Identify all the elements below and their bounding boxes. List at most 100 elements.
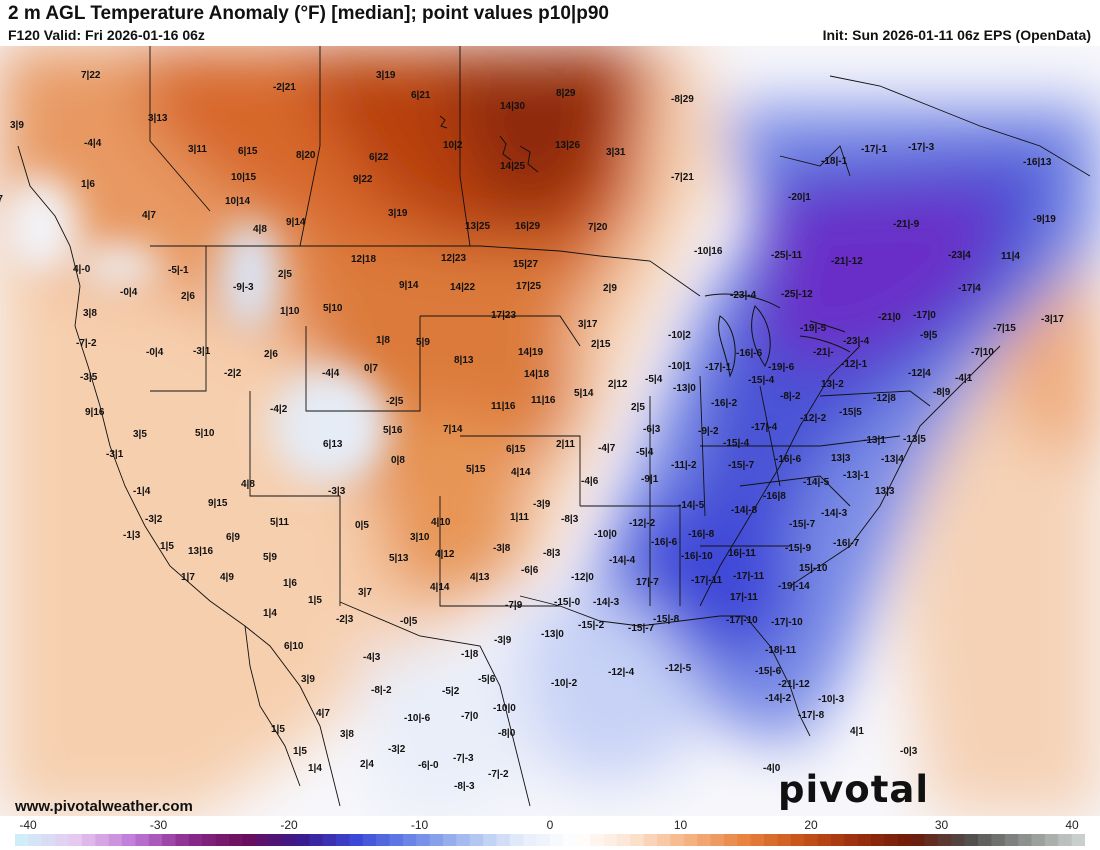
point-value-label: 1|6 <box>283 578 297 589</box>
color-scale-swatch <box>362 834 377 846</box>
point-value-label: -2|5 <box>386 396 404 407</box>
color-scale-tick-label: -40 <box>19 818 37 832</box>
point-value-label: 4|1 <box>850 726 864 737</box>
point-value-label: 3|8 <box>83 308 97 319</box>
color-scale-swatch <box>336 834 350 846</box>
color-scale-swatch <box>590 834 605 846</box>
point-value-label: 10|2 <box>443 140 463 151</box>
point-value-label: 0|7 <box>364 363 378 374</box>
point-value-label: -14|-5 <box>678 500 705 511</box>
point-value-label: -16|-6 <box>775 454 802 465</box>
point-value-label: -6|6 <box>521 565 539 576</box>
point-value-label: 3|17 <box>578 319 598 330</box>
point-value-label: -20|1 <box>788 192 811 203</box>
point-value-label: 13|3 <box>875 486 895 497</box>
point-value-label: -13|0 <box>673 383 696 394</box>
point-value-label: -10|16 <box>694 246 723 257</box>
color-scale-swatch <box>1004 834 1019 846</box>
point-value-label: 3|31 <box>606 147 626 158</box>
point-value-label: -7|0 <box>461 711 479 722</box>
color-scale-swatch <box>28 834 43 846</box>
point-value-label: 6|10 <box>284 641 304 652</box>
point-value-label: 2|11 <box>556 439 575 450</box>
color-scale-swatch <box>857 834 872 846</box>
point-value-label: -10|0 <box>493 703 516 714</box>
point-value-label: -3|9 <box>533 499 551 510</box>
point-value-label: 17|-11 <box>730 592 758 603</box>
point-value-label: 13|25 <box>465 221 491 232</box>
point-value-label: -4|7 <box>598 443 616 454</box>
point-value-label: -3|9 <box>494 635 512 646</box>
point-value-label: -0|4 <box>120 287 138 298</box>
point-value-label: -17|-3 <box>908 142 935 153</box>
color-scale-swatch <box>710 834 725 846</box>
point-value-label: 2|9 <box>603 283 617 294</box>
point-value-label: -6|-0 <box>418 760 439 771</box>
color-scale-swatch <box>175 834 190 846</box>
color-scale-tick-label: 30 <box>934 818 949 832</box>
color-scale-swatch <box>911 834 926 846</box>
point-value-label: -14|-2 <box>765 693 792 704</box>
color-scale-swatch <box>349 834 364 846</box>
point-value-label: 2|6 <box>264 349 278 360</box>
color-scale-tick-label: -10 <box>410 818 429 832</box>
point-value-label: 2|6 <box>181 291 195 302</box>
point-value-label: -1|3 <box>123 530 141 541</box>
color-scale-swatch <box>844 834 859 846</box>
point-value-label: -9|5 <box>920 330 938 341</box>
point-value-label: 1|10 <box>280 306 300 317</box>
point-value-label: 5|9 <box>416 337 430 348</box>
color-scale-swatch <box>41 834 56 846</box>
point-value-label: -1|4 <box>133 486 151 497</box>
color-scale-swatch <box>1031 834 1046 846</box>
point-value-label: 9|16 <box>85 407 105 418</box>
point-value-label: 1|4 <box>263 608 277 619</box>
color-scale-swatch <box>884 834 899 846</box>
point-value-label: 14|18 <box>524 369 550 380</box>
point-value-label: 4|8 <box>253 224 267 235</box>
point-value-label: 4|8 <box>241 479 255 490</box>
point-value-label: 4|7 <box>316 708 330 719</box>
color-scale-swatch <box>376 834 391 846</box>
point-value-label: -8|-2 <box>371 685 392 696</box>
point-value-label: -7|21 <box>671 172 694 183</box>
color-scale-swatch <box>536 834 551 846</box>
valid-time: F120 Valid: Fri 2026-01-16 06z <box>8 27 205 43</box>
point-value-label: -8|-2 <box>780 391 801 402</box>
point-value-label: -23|-4 <box>843 336 870 347</box>
point-value-label: 5|10 <box>323 303 343 314</box>
anomaly-map[interactable]: 7|22 -2|21 3|19 6|21 14|30 8|29 -8|29 3|13 3|9 -4… <box>0 46 1100 816</box>
site-url[interactable]: www.pivotalweather.com <box>15 798 193 815</box>
color-scale-tick-label: 20 <box>804 818 818 832</box>
point-value-label: -16|-2 <box>711 398 738 409</box>
point-value-label: 3|11 <box>188 144 207 155</box>
point-value-label: -15|-2 <box>578 620 605 631</box>
point-value-label: 4|14 <box>430 582 450 593</box>
color-scale-swatch <box>15 834 29 846</box>
point-value-label: 3|9 <box>10 120 24 131</box>
point-value-label: -13|1 <box>863 435 886 446</box>
point-value-label: -12|-2 <box>800 413 827 424</box>
init-time: Init: Sun 2026-01-11 06z EPS (OpenData) <box>822 27 1091 43</box>
color-scale-swatch <box>322 834 337 846</box>
point-value-label: -13|5 <box>903 434 926 445</box>
point-value-label: 6|9 <box>226 532 240 543</box>
point-value-label: -2|21 <box>273 82 296 93</box>
point-value-label: 5|16 <box>383 425 403 436</box>
color-scale-swatch <box>991 834 1006 846</box>
point-value-label: 16|-11 <box>728 548 756 559</box>
point-value-label: -10|1 <box>668 361 691 372</box>
point-value-label: 5|13 <box>389 553 409 564</box>
color-scale-swatch <box>1018 834 1033 846</box>
point-value-label: -9|-2 <box>698 426 719 437</box>
point-value-label: 14|30 <box>500 101 526 112</box>
point-value-label: 15|-10 <box>799 563 828 574</box>
point-value-label: -23|4 <box>948 250 971 261</box>
point-value-label: 3|9 <box>301 674 315 685</box>
color-scale-swatch <box>135 834 150 846</box>
point-value-label: 3|19 <box>388 208 408 219</box>
point-value-label: 4|14 <box>511 467 531 478</box>
color-scale-swatch <box>523 834 538 846</box>
point-value-label: -3|3 <box>328 486 346 497</box>
point-value-label: 3|5 <box>133 429 147 440</box>
